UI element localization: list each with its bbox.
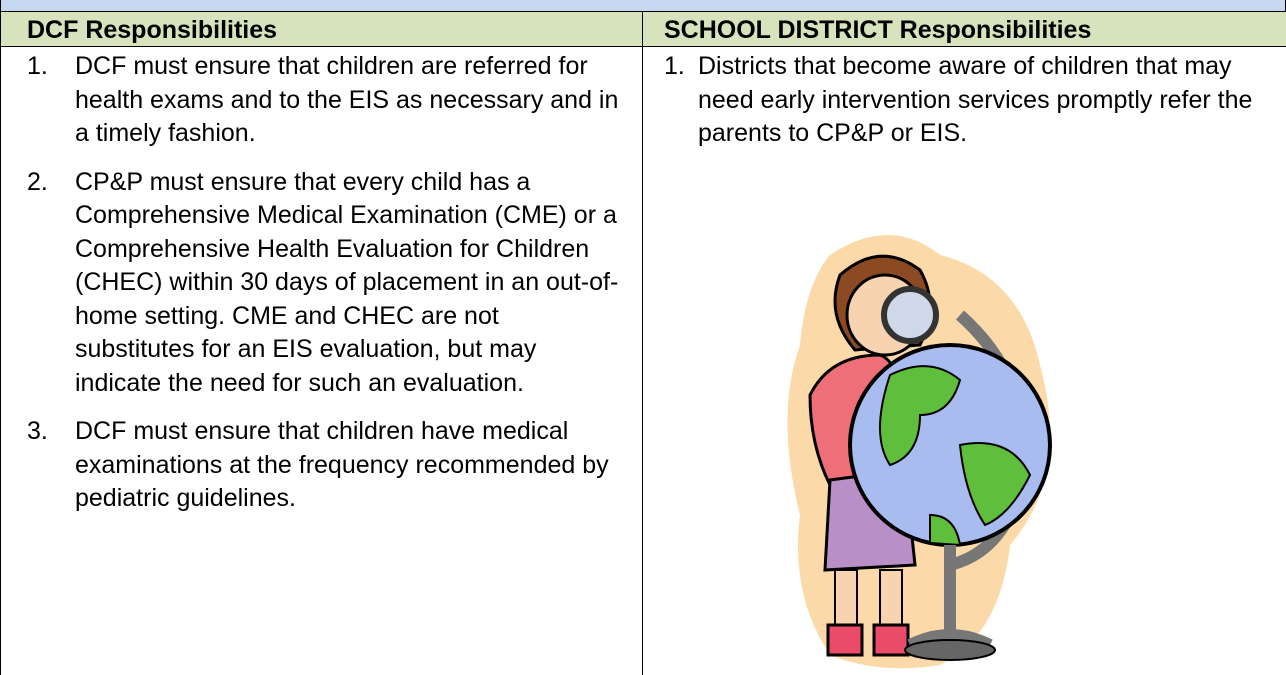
item-text: Districts that become aware of children …	[698, 50, 1278, 151]
item-number: 2.	[27, 166, 48, 200]
item-number: 3.	[27, 415, 48, 449]
item-text: DCF must ensure that children have medic…	[75, 415, 620, 516]
item-text: DCF must ensure that children are referr…	[75, 50, 620, 151]
border	[0, 12, 1, 675]
column-header: SCHOOL DISTRICT Responsibilities	[643, 12, 1286, 47]
item-number: 1.	[27, 50, 48, 84]
item-text: CP&P must ensure that every child has a …	[75, 166, 620, 401]
list-item: 1.Districts that become aware of childre…	[664, 50, 1274, 151]
border	[642, 12, 643, 675]
column-header: DCF Responsibilities	[1, 12, 642, 47]
list-item: 3. DCF must ensure that children have med…	[27, 415, 637, 516]
list-item: 1. DCF must ensure that children are refe…	[27, 50, 637, 151]
clipart-girl-globe	[770, 215, 1070, 675]
page: DCF Responsibilities SCHOOL DISTRICT Res…	[0, 0, 1286, 675]
item-number: 1.	[664, 50, 685, 84]
top-band	[0, 0, 1286, 12]
list-item: 2. CP&P must ensure that every child has …	[27, 166, 637, 401]
left-column: 1. DCF must ensure that children are refe…	[27, 50, 637, 675]
